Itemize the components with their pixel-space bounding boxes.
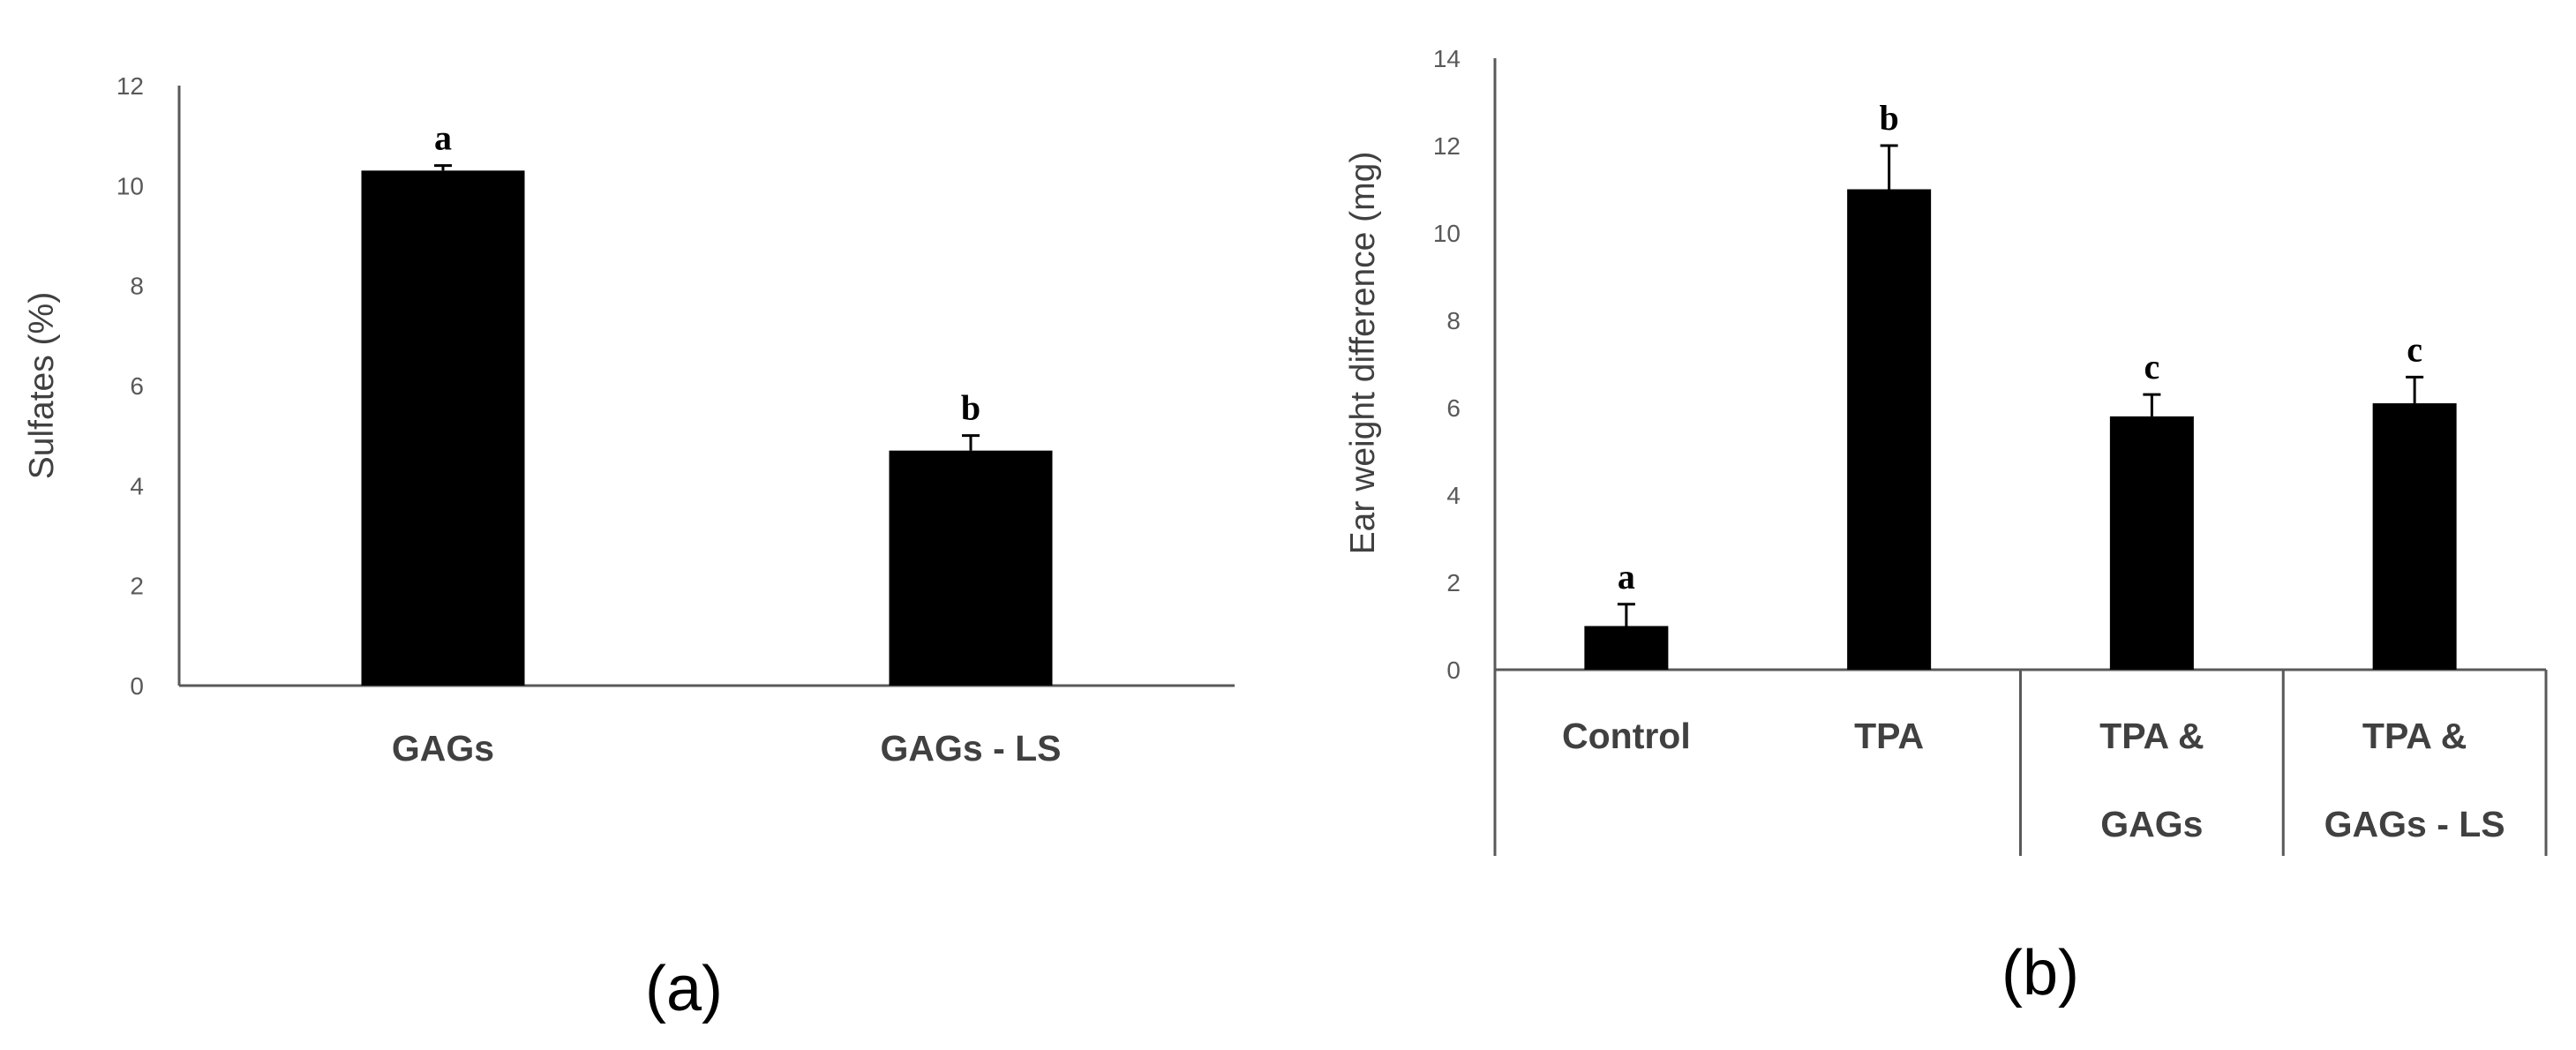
bar <box>889 450 1053 686</box>
y-tick-label: 4 <box>1446 482 1461 509</box>
y-axis-label: Sulfates (%) <box>23 292 61 479</box>
y-tick-label: 8 <box>130 273 144 300</box>
x-category-label: GAGs <box>2100 804 2203 844</box>
x-category-label: Control <box>1562 716 1691 756</box>
significance-label: c <box>2144 347 2159 386</box>
y-tick-label: 12 <box>116 72 144 100</box>
panel-label: (a) <box>645 954 723 1024</box>
significance-label: b <box>1880 98 1899 138</box>
x-category-label: TPA & <box>2099 716 2204 756</box>
x-category-label: TPA <box>1854 716 1924 756</box>
y-tick-label: 4 <box>130 472 144 499</box>
bar <box>2109 416 2194 670</box>
x-category-label: GAGs - LS <box>2324 804 2505 844</box>
y-tick-label: 0 <box>1446 656 1461 684</box>
panel-label: (b) <box>2001 938 2079 1009</box>
y-axis-label: Ear weight difference (mg) <box>1344 152 1382 555</box>
significance-label: a <box>434 118 452 158</box>
chart-b: 0 2 4 6 8 10 12 14 Ear weight difference (mg) a Co… <box>1344 45 2548 1009</box>
y-tick-label: 6 <box>130 372 144 400</box>
y-tick-label: 14 <box>1433 45 1461 72</box>
y-tick-label: 2 <box>130 573 144 600</box>
bar <box>1847 189 1932 670</box>
x-category-label: GAGs - LS <box>880 728 1061 769</box>
significance-label: b <box>961 388 980 428</box>
bar <box>2372 403 2457 670</box>
y-tick-label: 8 <box>1446 307 1461 334</box>
chart-a: 0 2 4 6 8 10 12 Sulfates (%) a GAGs b GAGs - LS (a) <box>23 72 1235 1024</box>
significance-label: c <box>2407 329 2422 369</box>
y-tick-label: 0 <box>130 672 144 700</box>
significance-label: a <box>1618 557 1635 596</box>
y-tick-label: 2 <box>1446 569 1461 596</box>
y-tick-label: 12 <box>1433 132 1461 160</box>
x-category-label: TPA & <box>2362 716 2467 756</box>
y-tick-label: 10 <box>1433 220 1461 247</box>
y-tick-label: 10 <box>116 172 144 199</box>
y-tick-label: 6 <box>1446 394 1461 422</box>
bar <box>1584 626 1669 670</box>
bar <box>361 170 525 686</box>
x-category-label: GAGs <box>392 728 494 769</box>
